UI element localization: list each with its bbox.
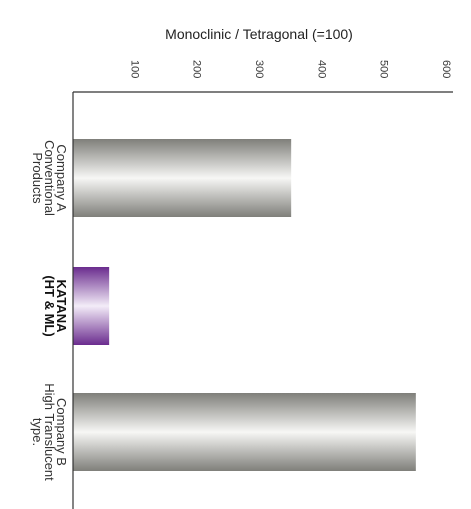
category-label: Company B xyxy=(54,398,69,466)
category-label: Company A xyxy=(54,144,69,212)
tick-labels: 100 200 300 400 500 600 xyxy=(128,60,452,78)
tick-label: 400 xyxy=(315,60,327,78)
tick-label: 200 xyxy=(191,60,203,78)
chart-title: Monoclinic / Tetragonal (=100) xyxy=(165,26,353,42)
bar xyxy=(73,393,416,471)
category-label: type. xyxy=(30,418,45,446)
category-label: Conventional xyxy=(42,140,57,216)
bars xyxy=(73,139,416,471)
tick-label: 100 xyxy=(128,60,140,78)
bar xyxy=(73,139,292,217)
category-label: (HT & ML) xyxy=(42,275,57,336)
tick-label: 600 xyxy=(440,60,452,78)
category-label: High Translucent xyxy=(42,383,57,481)
tick-label: 500 xyxy=(378,60,390,78)
category-label: Products xyxy=(30,152,45,204)
bar xyxy=(73,267,110,345)
tick-label: 300 xyxy=(253,60,265,78)
category-label: KATANA xyxy=(54,280,69,334)
